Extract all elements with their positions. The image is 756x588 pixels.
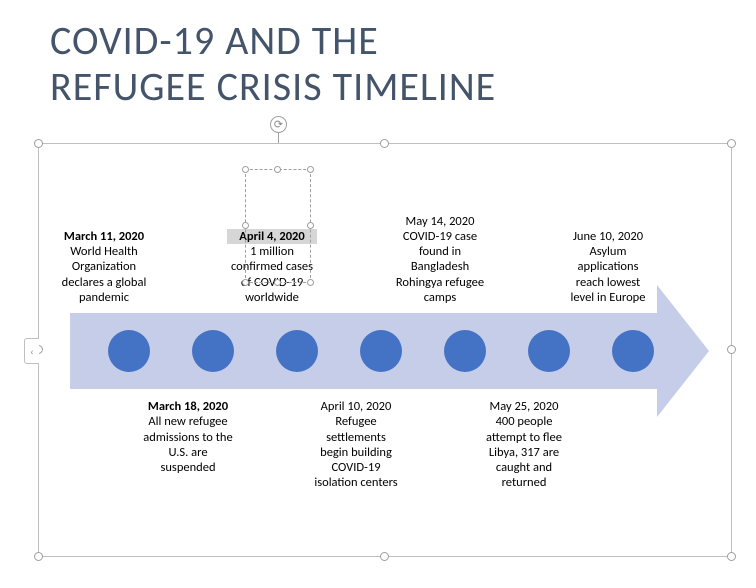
resize-handle-se[interactable] bbox=[307, 279, 314, 286]
resize-handle-w[interactable] bbox=[242, 222, 249, 229]
timeline-smartart[interactable]: March 11, 2020 World Health Organization… bbox=[38, 143, 732, 557]
event-date: March 11, 2020 bbox=[59, 229, 149, 244]
timeline-dot bbox=[276, 330, 318, 372]
timeline-event[interactable]: March 18, 2020 All new refugee admission… bbox=[143, 399, 233, 475]
resize-handle-n[interactable] bbox=[274, 166, 281, 173]
timeline-event[interactable]: March 11, 2020 World Health Organization… bbox=[59, 229, 149, 305]
timeline-dot bbox=[108, 330, 150, 372]
rotation-handle[interactable]: ⟳ bbox=[270, 116, 287, 133]
text-shape-selection-box[interactable] bbox=[245, 169, 311, 283]
timeline-dot bbox=[612, 330, 654, 372]
timeline-dot bbox=[444, 330, 486, 372]
event-body: COVID-19 case found in Bangladesh Rohing… bbox=[396, 229, 484, 305]
smartart-text-pane-toggle[interactable]: ‹ bbox=[24, 338, 39, 364]
timeline-arrow bbox=[70, 313, 710, 389]
event-date: March 18, 2020 bbox=[143, 399, 233, 414]
event-date: April 10, 2020 bbox=[311, 399, 401, 414]
timeline-dot bbox=[360, 330, 402, 372]
rotate-icon: ⟳ bbox=[274, 118, 283, 131]
title-line-2: REFUGEE CRISIS TIMELINE bbox=[50, 62, 496, 111]
event-date: June 10, 2020 bbox=[563, 229, 653, 244]
resize-handle-sw[interactable] bbox=[242, 279, 249, 286]
event-body: All new refugee admissions to the U.S. a… bbox=[143, 414, 232, 475]
timeline-dot bbox=[192, 330, 234, 372]
title-line-1: COVID-19 AND THE bbox=[50, 16, 379, 65]
resize-handle-e[interactable] bbox=[307, 222, 314, 229]
event-body: Refugee settlements begin building COVID… bbox=[314, 414, 397, 490]
resize-handle-nw[interactable] bbox=[242, 166, 249, 173]
timeline-event[interactable]: May 14, 2020 COVID-19 case found in Bang… bbox=[395, 214, 485, 306]
timeline-dot bbox=[528, 330, 570, 372]
event-body: 400 people attempt to flee Libya, 317 ar… bbox=[486, 414, 562, 490]
timeline-event[interactable]: June 10, 2020 Asylum applications reach … bbox=[563, 229, 653, 305]
chevron-left-icon: ‹ bbox=[30, 345, 33, 358]
event-date: May 25, 2020 bbox=[479, 399, 569, 414]
event-body: World Health Organization declares a glo… bbox=[62, 244, 147, 305]
event-body: Asylum applications reach lowest level i… bbox=[571, 244, 646, 305]
event-date: May 14, 2020 bbox=[395, 214, 485, 229]
arrow-head-icon bbox=[657, 285, 709, 417]
resize-handle-ne[interactable] bbox=[307, 166, 314, 173]
timeline-event[interactable]: May 25, 2020 400 people attempt to flee … bbox=[479, 399, 569, 491]
resize-handle-s[interactable] bbox=[274, 279, 281, 286]
timeline-event[interactable]: April 10, 2020 Refugee settlements begin… bbox=[311, 399, 401, 491]
page-title: COVID-19 AND THE REFUGEE CRISIS TIMELINE bbox=[50, 18, 496, 110]
